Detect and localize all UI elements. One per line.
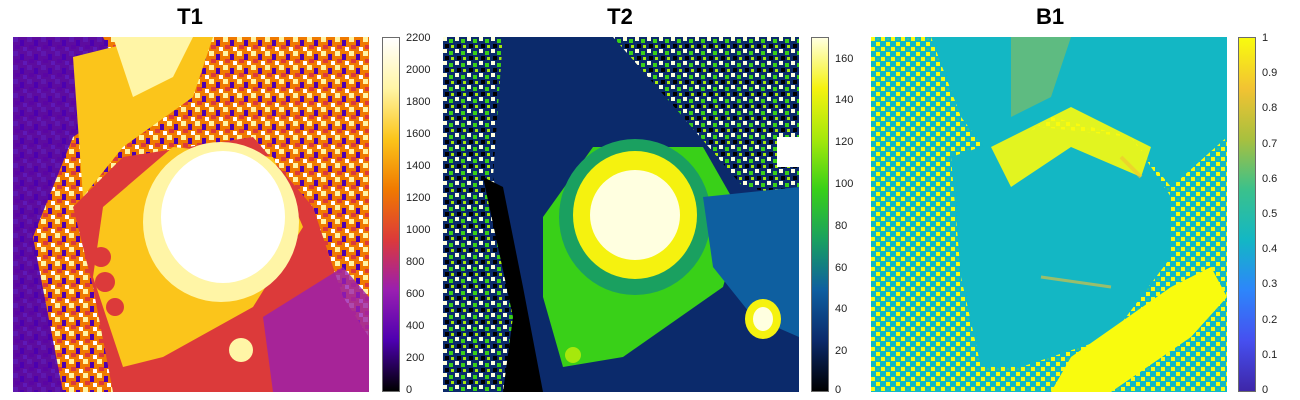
t1-tick-1800: 1800 (406, 96, 431, 108)
t1-tick-1600: 1600 (406, 128, 431, 140)
t2-tick-140: 140 (835, 94, 854, 106)
t1-tick-600: 600 (406, 288, 425, 300)
b1-tick-0.3: 0.3 (1262, 278, 1278, 290)
b1-tick-1: 1 (1262, 32, 1269, 44)
t1-tick-2000: 2000 (406, 64, 431, 76)
t2-tick-100: 100 (835, 178, 854, 190)
t1-colorbar (382, 37, 400, 392)
t2-tick-160: 160 (835, 53, 854, 65)
t2-tick-60: 60 (835, 262, 848, 274)
b1-tick-0.1: 0.1 (1262, 349, 1278, 361)
b1-tick-0.9: 0.9 (1262, 67, 1278, 79)
b1-map-image (871, 37, 1227, 392)
t1-tick-2200: 2200 (406, 32, 431, 44)
b1-colorbar (1238, 37, 1256, 392)
b1-tick-0: 0 (1262, 384, 1269, 396)
t1-tick-1200: 1200 (406, 192, 431, 204)
b1-title: B1 (1035, 4, 1065, 29)
b1-tick-0.8: 0.8 (1262, 102, 1278, 114)
t1-tick-200: 200 (406, 352, 425, 364)
b1-tick-0.5: 0.5 (1262, 208, 1278, 220)
t1-tick-1400: 1400 (406, 160, 431, 172)
t2-tick-20: 20 (835, 345, 848, 357)
t2-title: T2 (607, 4, 633, 29)
b1-tick-0.4: 0.4 (1262, 243, 1278, 255)
t2-tick-80: 80 (835, 220, 848, 232)
t2-tick-0: 0 (835, 384, 842, 396)
t2-map-image (443, 37, 799, 392)
t1-tick-1000: 1000 (406, 224, 431, 236)
t2-colorbar (811, 37, 829, 392)
b1-tick-0.7: 0.7 (1262, 138, 1278, 150)
t1-tick-400: 400 (406, 320, 425, 332)
b1-tick-0.2: 0.2 (1262, 314, 1278, 326)
t1-tick-800: 800 (406, 256, 425, 268)
t1-map-image (13, 37, 369, 392)
t1-tick-0: 0 (406, 384, 413, 396)
t2-tick-120: 120 (835, 136, 854, 148)
b1-tick-0.6: 0.6 (1262, 173, 1278, 185)
t1-title: T1 (177, 4, 203, 29)
t2-tick-40: 40 (835, 303, 848, 315)
